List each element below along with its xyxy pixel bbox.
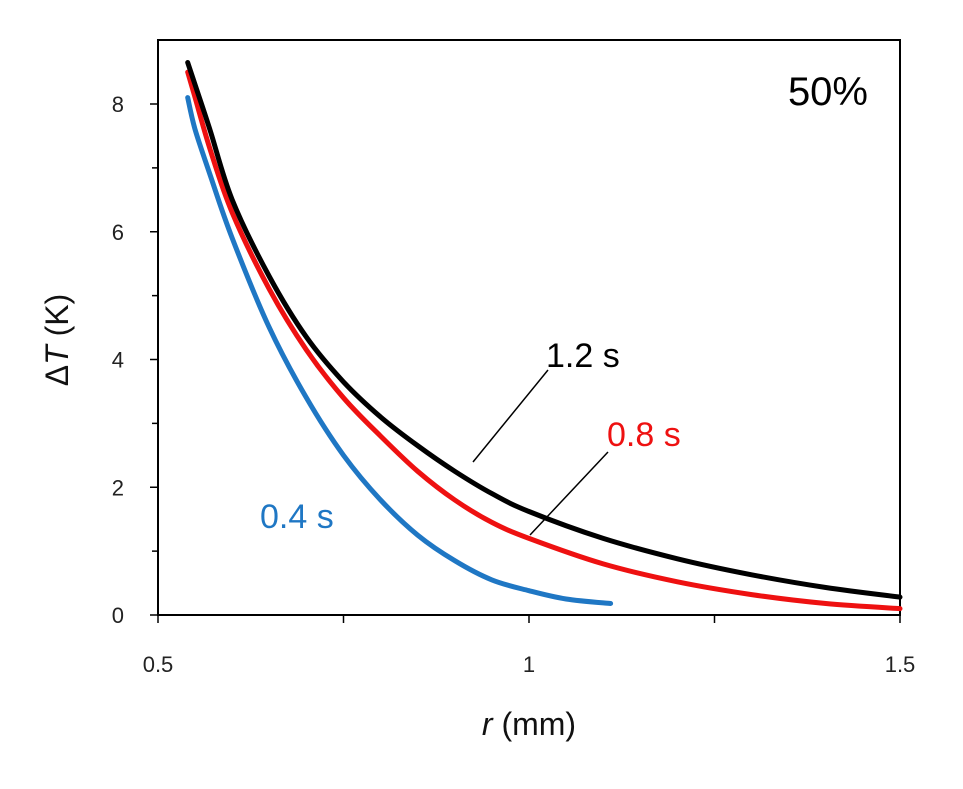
y-tick-label: 6: [112, 220, 124, 245]
y-tick-label: 2: [112, 475, 124, 500]
y-axis-title: ΔT (K): [39, 294, 75, 386]
series-label-1-2s: 1.2 s: [546, 337, 620, 375]
ticks: [150, 103, 901, 623]
leader-line-1-2s: [472, 369, 549, 463]
series-label-0-8s: 0.8 s: [607, 416, 681, 454]
series-line-0-4s: [185, 95, 614, 606]
leader-line-0-8s: [529, 451, 609, 536]
series-line-1-2s: [185, 60, 903, 600]
tick-labels: 0 2 4 6 8 0.5 1 1.5: [112, 92, 916, 677]
y-tick-label: 8: [112, 92, 124, 117]
series-lines: [185, 60, 903, 612]
panel-annotation: 50%: [788, 70, 868, 114]
y-tick-label: 0: [112, 603, 124, 628]
y-tick-label: 4: [112, 348, 124, 373]
series-label-0-4s: 0.4 s: [260, 498, 334, 536]
x-axis-title: r (mm): [482, 706, 576, 742]
x-tick-label: 0.5: [143, 652, 174, 677]
x-tick-label: 1.5: [885, 652, 916, 677]
series-line-0-8s: [185, 69, 903, 612]
x-tick-label: 1: [523, 652, 535, 677]
